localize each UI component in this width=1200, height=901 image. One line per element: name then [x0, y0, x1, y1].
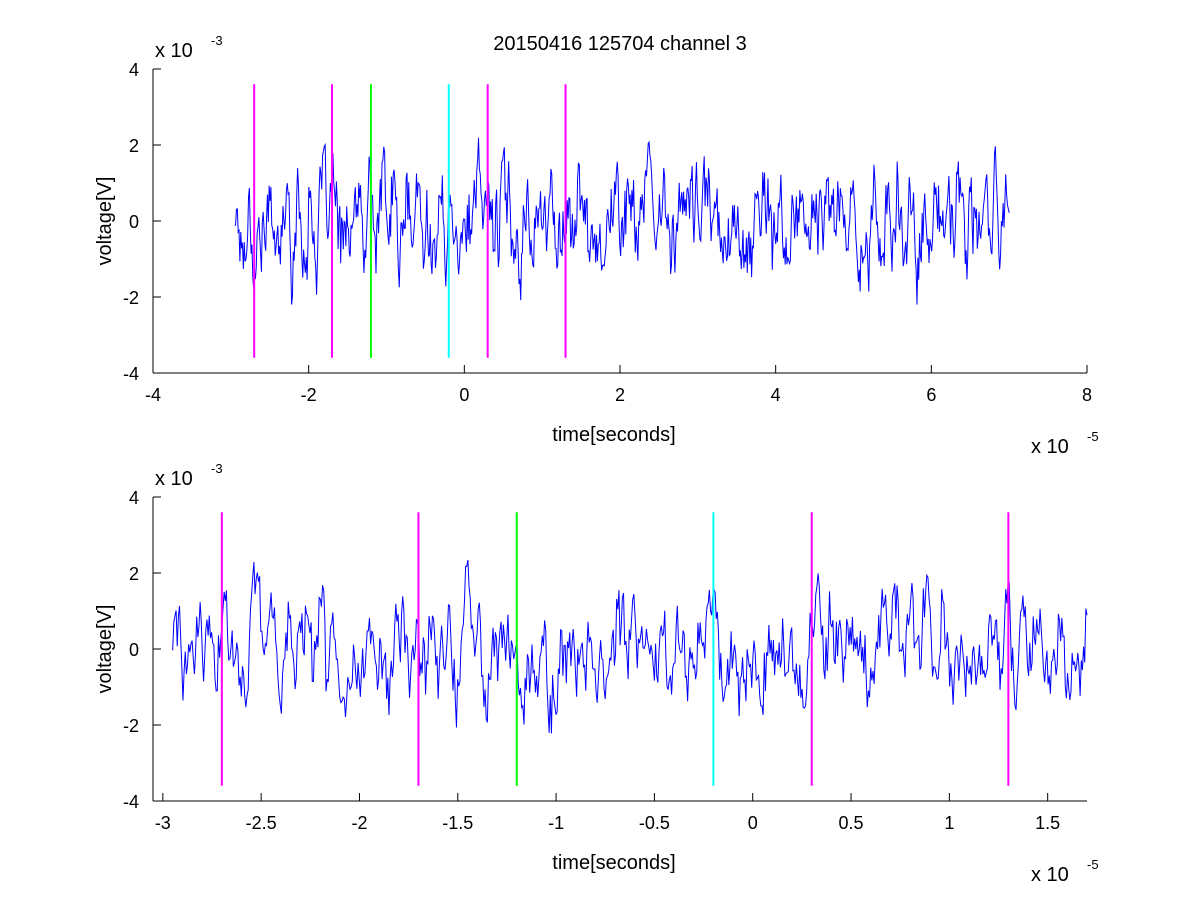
- x-multiplier-exponent: -5: [1087, 857, 1099, 872]
- x-tick-label: 1.5: [1035, 813, 1060, 833]
- y-tick-label: -4: [123, 364, 139, 384]
- x-tick-label: 1: [944, 813, 954, 833]
- x-tick-label: -1: [548, 813, 564, 833]
- y-multiplier-exponent: -3: [211, 33, 223, 48]
- x-axis-title: time[seconds]: [552, 424, 675, 446]
- x-tick-label: 0.5: [839, 813, 864, 833]
- x-multiplier: x 10: [1031, 436, 1069, 458]
- x-tick-label: -2: [301, 385, 317, 405]
- x-tick-label: 0: [748, 813, 758, 833]
- y-tick-label: 2: [129, 136, 139, 156]
- figure-title: 20150416 125704 channel 3: [493, 33, 747, 55]
- y-tick-label: -2: [123, 288, 139, 308]
- y-tick-label: -4: [123, 792, 139, 812]
- y-axis-title: voltage[V]: [94, 605, 116, 694]
- y-tick-label: 2: [129, 564, 139, 584]
- y-axis-title: voltage[V]: [94, 177, 116, 266]
- bottom-plot: -3 -2.5 -2 -1.5 -1 -0.5 0 0.5 1 1.5 -4 -2 0 2 4 time[se…: [94, 461, 1099, 886]
- y-tick-label: -2: [123, 716, 139, 736]
- x-tick-label: 8: [1082, 385, 1092, 405]
- x-multiplier-exponent: -5: [1087, 429, 1099, 444]
- signal-line: [234, 137, 1010, 305]
- x-tick-label: 0: [459, 385, 469, 405]
- top-plot: -4 -2 0 2 4 6 8 -4 -2 0 2 4 time[seconds] voltage[V] x…: [94, 33, 1099, 458]
- y-multiplier-exponent: -3: [211, 461, 223, 476]
- x-tick-label: 4: [771, 385, 781, 405]
- x-tick-label: -4: [145, 385, 161, 405]
- y-multiplier: x 10: [155, 40, 193, 62]
- x-tick-label: 2: [615, 385, 625, 405]
- signal-line: [172, 559, 1088, 734]
- x-tick-label: -2.5: [246, 813, 277, 833]
- y-tick-label: 4: [129, 488, 139, 508]
- x-tick-label: -2: [351, 813, 367, 833]
- y-tick-label: 0: [129, 212, 139, 232]
- y-multiplier: x 10: [155, 468, 193, 490]
- y-tick-label: 4: [129, 60, 139, 80]
- x-tick-label: -3: [155, 813, 171, 833]
- x-multiplier: x 10: [1031, 864, 1069, 886]
- x-tick-label: -0.5: [639, 813, 670, 833]
- x-tick-label: -1.5: [442, 813, 473, 833]
- x-axis-title: time[seconds]: [552, 852, 675, 874]
- y-tick-label: 0: [129, 640, 139, 660]
- x-tick-label: 6: [926, 385, 936, 405]
